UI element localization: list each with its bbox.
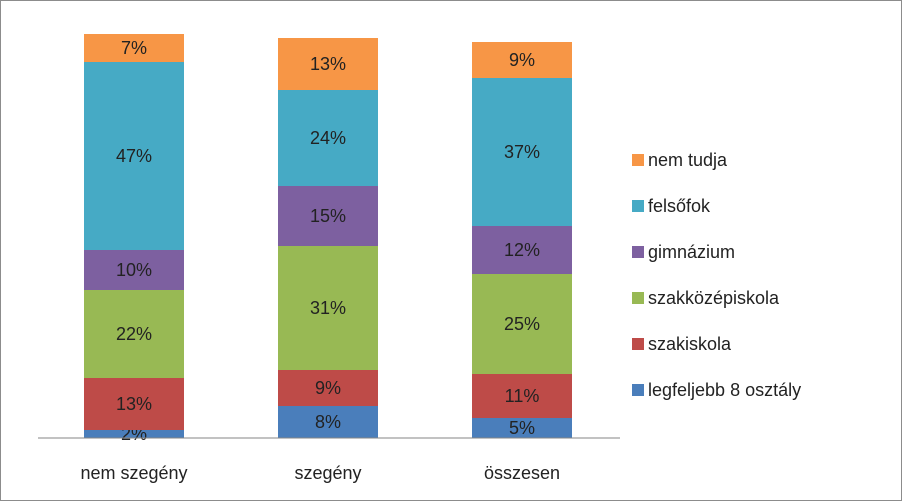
legend-swatch <box>632 292 644 304</box>
bar-segment <box>278 38 378 90</box>
legend-label: felsőfok <box>648 196 711 216</box>
legend-swatch <box>632 154 644 166</box>
data-label: 31% <box>310 298 346 318</box>
bar-segment <box>84 62 184 250</box>
data-label: 10% <box>116 260 152 280</box>
bar-segment <box>472 418 572 438</box>
bar-segment <box>84 34 184 62</box>
data-label: 9% <box>315 378 341 398</box>
legend-label: gimnázium <box>648 242 735 262</box>
data-label: 13% <box>116 394 152 414</box>
legend-label: nem tudja <box>648 150 728 170</box>
data-label: 12% <box>504 240 540 260</box>
x-tick-label: szegény <box>294 463 361 483</box>
bar-segment <box>278 246 378 370</box>
data-label: 24% <box>310 128 346 148</box>
bar-segment <box>278 370 378 406</box>
legend-swatch <box>632 200 644 212</box>
data-label: 25% <box>504 314 540 334</box>
data-label: 47% <box>116 146 152 166</box>
data-label: 5% <box>509 418 535 438</box>
x-tick-label: nem szegény <box>80 463 187 483</box>
x-tick-label: összesen <box>484 463 560 483</box>
bar-segment <box>472 78 572 226</box>
bar-segment <box>472 42 572 78</box>
bar-segment <box>84 430 184 438</box>
bar-segment <box>472 374 572 418</box>
bar-segment <box>472 226 572 274</box>
data-label: 8% <box>315 412 341 432</box>
legend-swatch <box>632 246 644 258</box>
bar-segment <box>278 186 378 246</box>
legend-label: szakközépiskola <box>648 288 780 308</box>
bar-segment <box>472 274 572 374</box>
legend-label: legfeljebb 8 osztály <box>648 380 801 400</box>
data-label: 11% <box>505 386 540 406</box>
data-label: 37% <box>504 142 540 162</box>
legend-swatch <box>632 338 644 350</box>
bar-segment <box>84 290 184 378</box>
data-label: 15% <box>310 206 346 226</box>
legend-label: szakiskola <box>648 334 732 354</box>
bar-segment <box>278 90 378 186</box>
data-label: 7% <box>121 38 147 58</box>
data-label: 22% <box>116 324 152 344</box>
data-label: 13% <box>310 54 346 74</box>
data-label: 9% <box>509 50 535 70</box>
bar-segment <box>84 378 184 430</box>
bar-segment <box>278 406 378 438</box>
legend-swatch <box>632 384 644 396</box>
bar-segment <box>84 250 184 290</box>
